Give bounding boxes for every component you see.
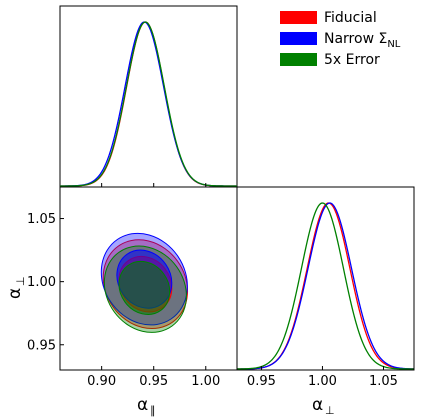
x-axis-label-sub: ⊥: [325, 404, 335, 417]
x-axis-label-alpha-perp: α ⊥: [312, 395, 335, 417]
curve-Fiducial: [60, 21, 237, 187]
curve-Narrow Σ: [237, 202, 414, 370]
legend-label-5x Error: 5x Error: [324, 52, 380, 68]
panel-frame: [236, 186, 415, 371]
legend-label-Narrow Σ: Narrow ΣNL: [324, 31, 401, 50]
y-axis-label-sub: ⊥: [14, 276, 27, 286]
legend: Fiducial Narrow ΣNL 5x Error: [280, 10, 401, 68]
x-tick-label: 1.00: [191, 374, 220, 389]
curve-Narrow Σ: [60, 21, 237, 187]
y-axis-label-alpha-perp: α ⊥: [5, 276, 27, 299]
alpha-2d-contour-panel: 0.90 0.95 1.00 0.95 1.00 1.05: [27, 186, 238, 389]
legend-label-Fiducial: Fiducial: [324, 10, 377, 26]
curve-5x Error: [60, 21, 237, 187]
x-tick-label: 0.90: [87, 374, 116, 389]
curve-Fiducial: [237, 202, 414, 370]
legend-swatch-5x Error: [280, 53, 317, 66]
contour-68%-5x Error: [118, 260, 171, 315]
legend-swatch-Fiducial: [280, 11, 317, 24]
panel-frame: [59, 5, 238, 188]
legend-label-sub: NL: [387, 39, 400, 50]
x-tick-label: 1.05: [369, 374, 398, 389]
alpha-perp-1d-panel: 0.95 1.00 1.05: [236, 186, 415, 389]
x-axis-label-sub: ∥: [150, 404, 156, 417]
y-tick-label: 1.05: [27, 212, 56, 227]
x-tick-label: 0.95: [139, 374, 168, 389]
x-tick-label: 1.00: [308, 374, 337, 389]
curve-5x Error: [237, 202, 414, 370]
x-tick-label: 0.95: [247, 374, 276, 389]
x-axis-label-main: α: [312, 395, 323, 415]
y-tick-label: 0.95: [27, 338, 56, 353]
alpha-parallel-1d-panel: [59, 5, 238, 188]
contours-group: [100, 232, 189, 333]
y-axis-label-main: α: [5, 288, 25, 299]
legend-swatch-Narrow Σ: [280, 32, 317, 45]
x-axis-label-main: α: [137, 395, 148, 415]
curves-group: [60, 21, 237, 187]
curves-group: [237, 202, 414, 370]
x-axis-label-alpha-parallel: α ∥: [137, 395, 156, 417]
y-tick-label: 1.00: [27, 275, 56, 290]
